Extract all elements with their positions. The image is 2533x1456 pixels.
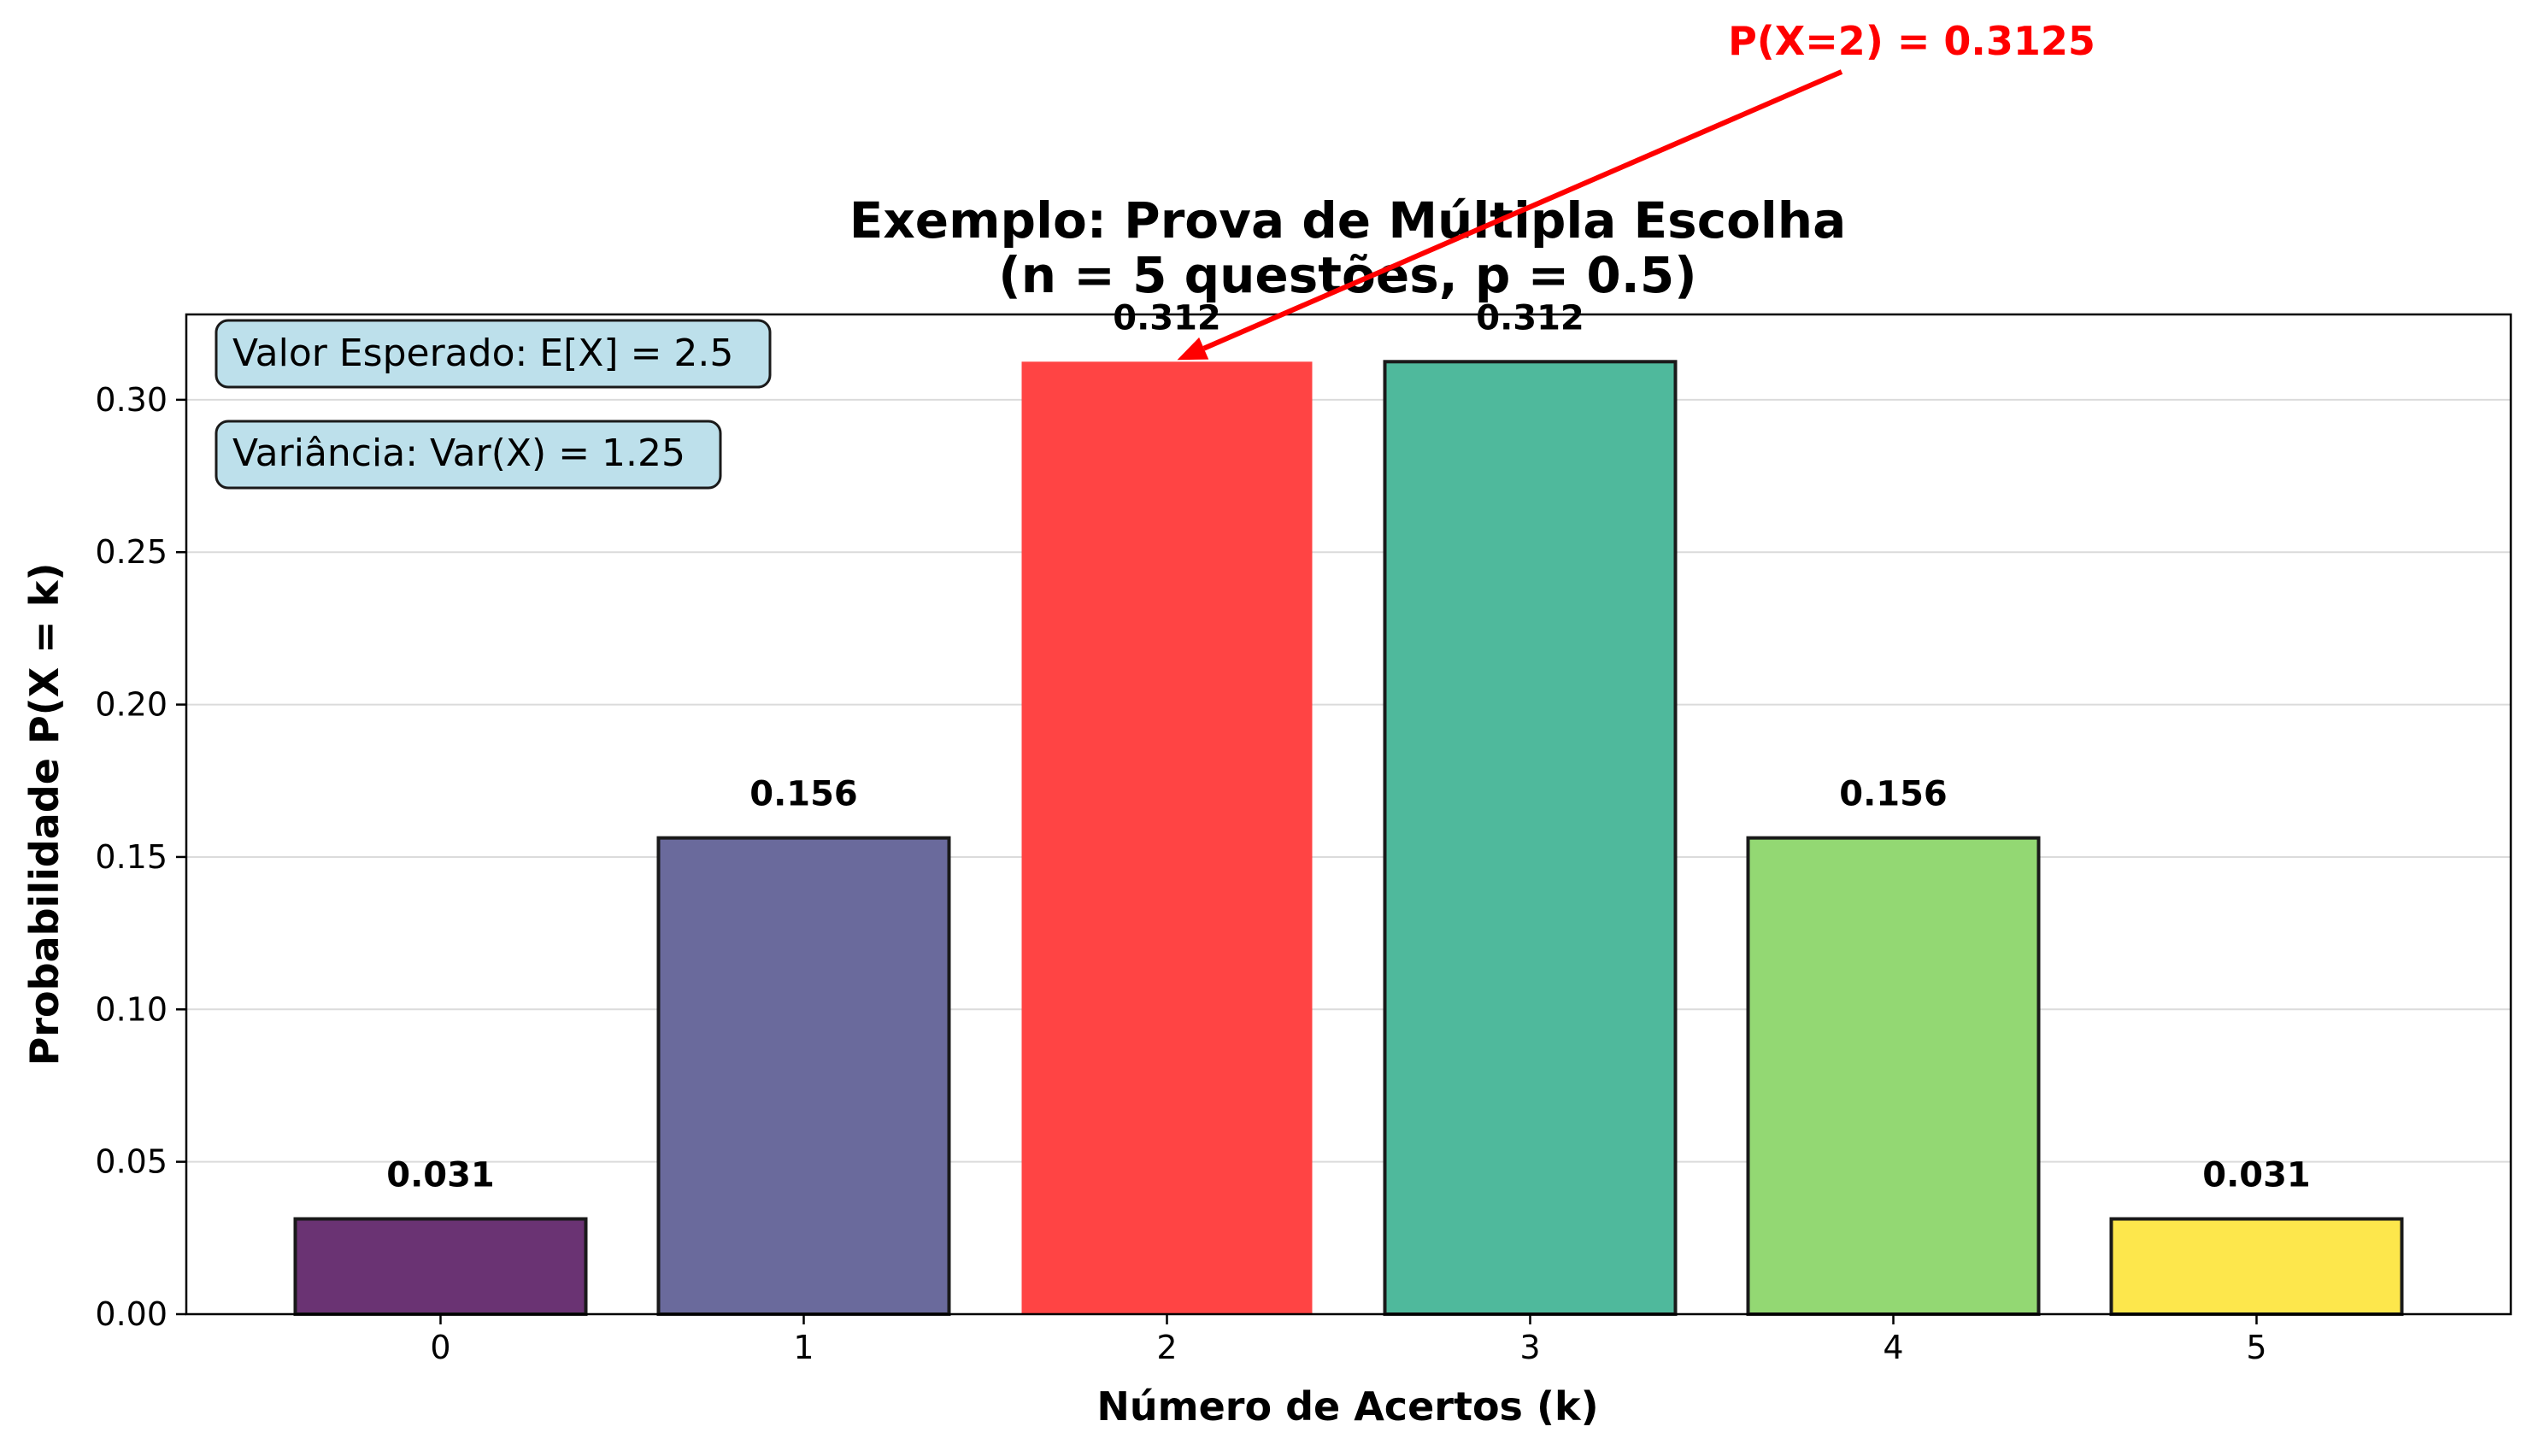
annotation: P(X=2) = 0.3125 — [1177, 18, 2095, 361]
x-tick-label: 1 — [793, 1329, 814, 1366]
y-tick-label: 0.00 — [95, 1295, 167, 1333]
y-axis-ticks: 0.00 0.05 0.10 0.15 0.20 0.25 0.30 — [95, 381, 186, 1333]
y-axis-label: Probabilidade P(X = k) — [21, 563, 68, 1066]
data-label-2: 0.312 — [1113, 298, 1221, 338]
bar-0 — [293, 1217, 588, 1316]
plot-frame — [185, 313, 2512, 1316]
variance-text: Variância: Var(X) = 1.25 — [232, 432, 685, 475]
bars — [293, 360, 2404, 1316]
y-tick-label: 0.25 — [95, 533, 167, 571]
y-tick-label: 0.15 — [95, 838, 167, 876]
bar-5 — [2109, 1217, 2404, 1316]
annotation-arrowhead — [1177, 337, 1209, 361]
annotation-arrow-line — [1202, 69, 1843, 351]
data-label-0: 0.031 — [386, 1156, 495, 1195]
y-tick-label: 0.30 — [95, 381, 167, 419]
bar-1 — [656, 836, 951, 1316]
stats-box-variance-bg — [215, 420, 722, 490]
x-tick-label: 5 — [2246, 1329, 2266, 1366]
x-axis-label: Número de Acertos (k) — [1096, 1383, 1598, 1430]
stats-box-expected: Valor Esperado: E[X] = 2.5 — [215, 319, 772, 389]
x-tick-label: 4 — [1883, 1329, 1903, 1366]
y-tick-label: 0.05 — [95, 1143, 167, 1181]
expected-value-text: Valor Esperado: E[X] = 2.5 — [232, 332, 733, 375]
chart-title-line2: (n = 5 questões, p = 0.5) — [998, 246, 1696, 304]
stats-box-variance: Variância: Var(X) = 1.25 — [215, 420, 722, 490]
stats-box-expected-bg — [215, 319, 772, 389]
y-tick-label: 0.20 — [95, 686, 167, 724]
y-tick-label: 0.10 — [95, 990, 167, 1028]
chart-title-line1: Exemplo: Prova de Múltipla Escolha — [849, 191, 1847, 250]
x-axis-ticks: 0 1 2 3 4 5 — [430, 1314, 2267, 1366]
x-tick-label: 0 — [430, 1329, 450, 1366]
bar-2 — [1021, 361, 1313, 1314]
bar-3 — [1383, 360, 1678, 1316]
data-label-4: 0.156 — [1839, 775, 1948, 814]
data-labels: 0.031 0.156 0.312 0.312 0.156 0.031 — [386, 298, 2311, 1195]
bar-4 — [1746, 836, 2041, 1316]
x-tick-label: 3 — [1519, 1329, 1540, 1366]
gridlines — [186, 398, 2511, 1163]
data-label-5: 0.031 — [2202, 1156, 2311, 1195]
x-tick-label: 2 — [1156, 1329, 1177, 1366]
data-label-3: 0.312 — [1476, 298, 1584, 338]
data-label-1: 0.156 — [749, 775, 858, 814]
annotation-text: P(X=2) = 0.3125 — [1728, 18, 2095, 64]
